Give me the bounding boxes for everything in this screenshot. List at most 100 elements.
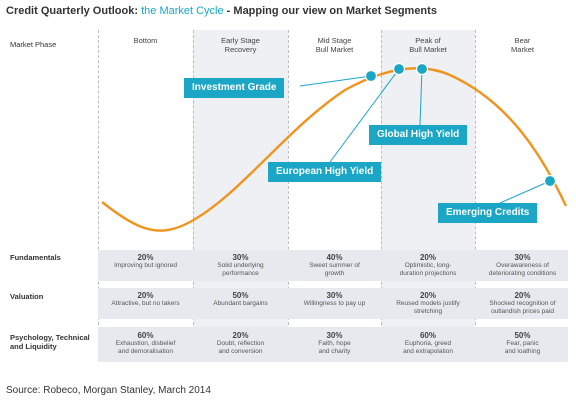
cell-percentage: 20%: [137, 291, 154, 300]
marker-emerging-credits: [543, 174, 557, 188]
callout-global-high-yield: Global High Yield: [369, 125, 468, 145]
phase-divider: [381, 30, 382, 330]
source-note: Source: Robeco, Morgan Stanley, March 20…: [6, 385, 211, 396]
cell-text-line1: Shocked recognition of: [489, 300, 556, 307]
cell-percentage: 30%: [232, 253, 249, 262]
cell-psychology-mid-stage: 30% Faith, hope and charity: [288, 331, 381, 356]
cell-text-line2: growth: [324, 270, 345, 277]
cell-text-line2: outlandish prices paid: [491, 308, 554, 315]
title-suffix: - Mapping our view on Market Segments: [223, 5, 437, 17]
phase-header-early-stage: Early Stage Recovery: [193, 36, 288, 54]
marker-investment-grade: [364, 69, 378, 83]
cell-text-line2: performance: [222, 270, 259, 277]
cell-fundamentals-peak: 20% Optimistic, long- duration projectio…: [381, 253, 475, 278]
row-band-fundamentals: [98, 250, 568, 281]
phase-header-line2: Bull Market: [315, 45, 354, 54]
cell-valuation-mid-stage: 30% Willingness to pay up: [288, 291, 381, 308]
phase-header-mid-stage: Mid Stage Bull Market: [288, 36, 381, 54]
cell-text-line2: and extrapolation: [403, 348, 453, 355]
connector-european-high-yield: [329, 68, 400, 163]
callout-european-high-yield: European High Yield: [268, 162, 382, 182]
cell-text-line2: and conversion: [218, 348, 263, 355]
cell-valuation-bottom: 20% Attractive, but no takers: [98, 291, 193, 308]
cell-text-line1: Faith, hope: [318, 340, 351, 347]
cell-text-line1: Attractive, but no takers: [111, 300, 180, 307]
row-band-valuation: [98, 288, 568, 319]
cell-text-line1: Exhaustion, disbelief: [115, 340, 176, 347]
phase-header-line2: Recovery: [224, 45, 257, 54]
phase-header-line1: Bottom: [133, 36, 158, 45]
cell-text-line1: Optimistic, long-: [404, 262, 452, 269]
phase-header-bear: Bear Market: [475, 36, 570, 54]
phase-header-bottom: Bottom: [98, 36, 193, 45]
cell-percentage: 20%: [419, 291, 436, 300]
callout-investment-grade: Investment Grade: [184, 78, 285, 98]
phase-header-line1: Bear: [514, 36, 531, 45]
cell-text-line1: Reused models justify: [396, 300, 460, 307]
cell-percentage: 50%: [232, 291, 249, 300]
cell-text-line2: deteriorating conditions: [488, 270, 557, 277]
callout-emerging-credits: Emerging Credits: [438, 203, 538, 223]
phase-divider: [193, 30, 194, 330]
cell-percentage: 30%: [514, 253, 531, 262]
cell-fundamentals-mid-stage: 40% Sweet summer of growth: [288, 253, 381, 278]
marker-global-high-yield: [415, 62, 429, 76]
cell-percentage: 30%: [326, 331, 343, 340]
cell-text-line1: Sweet summer of: [309, 262, 360, 269]
row-band-psychology: [98, 327, 568, 362]
phase-divider: [475, 30, 476, 330]
row-label-line1: Fundamentals: [10, 253, 61, 262]
phase-header-line1: Early Stage: [221, 36, 260, 45]
row-label-valuation: Valuation: [10, 292, 43, 301]
cell-percentage: 20%: [419, 253, 436, 262]
cell-text-line1: Fear, panic: [506, 340, 539, 347]
cell-text-line1: Willingness to pay up: [303, 300, 366, 307]
cell-valuation-early-stage: 50% Abundant bargains: [193, 291, 288, 308]
cell-percentage: 50%: [514, 331, 531, 340]
page-title: Credit Quarterly Outlook: the Market Cyc…: [6, 5, 437, 17]
cell-text-line1: Euphoria, greed: [404, 340, 452, 347]
cell-percentage: 20%: [232, 331, 249, 340]
cell-percentage: 30%: [326, 291, 343, 300]
title-prefix: Credit Quarterly Outlook:: [6, 5, 139, 17]
phase-header-line2: Bull Market: [409, 45, 447, 54]
connector-emerging-credits: [499, 180, 551, 204]
row-label-psychology: Psychology, Technical and Liquidity: [10, 333, 90, 351]
cell-fundamentals-bear: 30% Overawareness of deteriorating condi…: [475, 253, 570, 278]
cell-valuation-peak: 20% Reused models justify stretching: [381, 291, 475, 316]
cell-text-line2: duration projections: [399, 270, 457, 277]
market-phase-label: Market Phase: [10, 40, 57, 49]
phase-divider: [98, 30, 99, 330]
cell-valuation-bear: 20% Shocked recognition of outlandish pr…: [475, 291, 570, 316]
cell-psychology-bear: 50% Fear, panic and loathing: [475, 331, 570, 356]
cell-psychology-bottom: 60% Exhaustion, disbelief and demoralisa…: [98, 331, 193, 356]
cell-text-line2: and charity: [318, 348, 351, 355]
cell-percentage: 60%: [419, 331, 436, 340]
cell-text-line1: Solid underlying: [217, 262, 264, 269]
cell-psychology-early-stage: 20% Doubt, reflection and conversion: [193, 331, 288, 356]
cell-fundamentals-early-stage: 30% Solid underlying performance: [193, 253, 288, 278]
phase-header-line1: Peak of: [415, 36, 441, 45]
connector-global-high-yield: [419, 68, 423, 126]
cell-psychology-peak: 60% Euphoria, greed and extrapolation: [381, 331, 475, 356]
marker-european-high-yield: [392, 62, 406, 76]
cell-text-line1: Doubt, reflection: [216, 340, 265, 347]
cell-text-line1: Improving but ignored: [114, 262, 177, 269]
connector-investment-grade: [299, 75, 372, 87]
cell-fundamentals-bottom: 20% Improving but ignored: [98, 253, 193, 270]
cell-text-line2: and demoralisation: [118, 348, 173, 355]
row-label-line2: and Liquidity: [10, 342, 57, 351]
title-accent: the Market Cycle: [141, 5, 224, 17]
cell-text-line1: Overawareness of: [496, 262, 549, 269]
row-label-line1: Psychology, Technical: [10, 333, 90, 342]
cell-text-line2: stretching: [413, 308, 443, 315]
row-label-fundamentals: Fundamentals: [10, 253, 61, 262]
cycle-line: [101, 67, 568, 232]
cell-text-line1: Abundant bargains: [213, 300, 268, 307]
phase-header-line1: Mid Stage: [317, 36, 352, 45]
phase-header-line2: Market: [511, 45, 534, 54]
cell-text-line2: and loathing: [504, 348, 541, 355]
cell-percentage: 20%: [514, 291, 531, 300]
cell-percentage: 60%: [137, 331, 154, 340]
